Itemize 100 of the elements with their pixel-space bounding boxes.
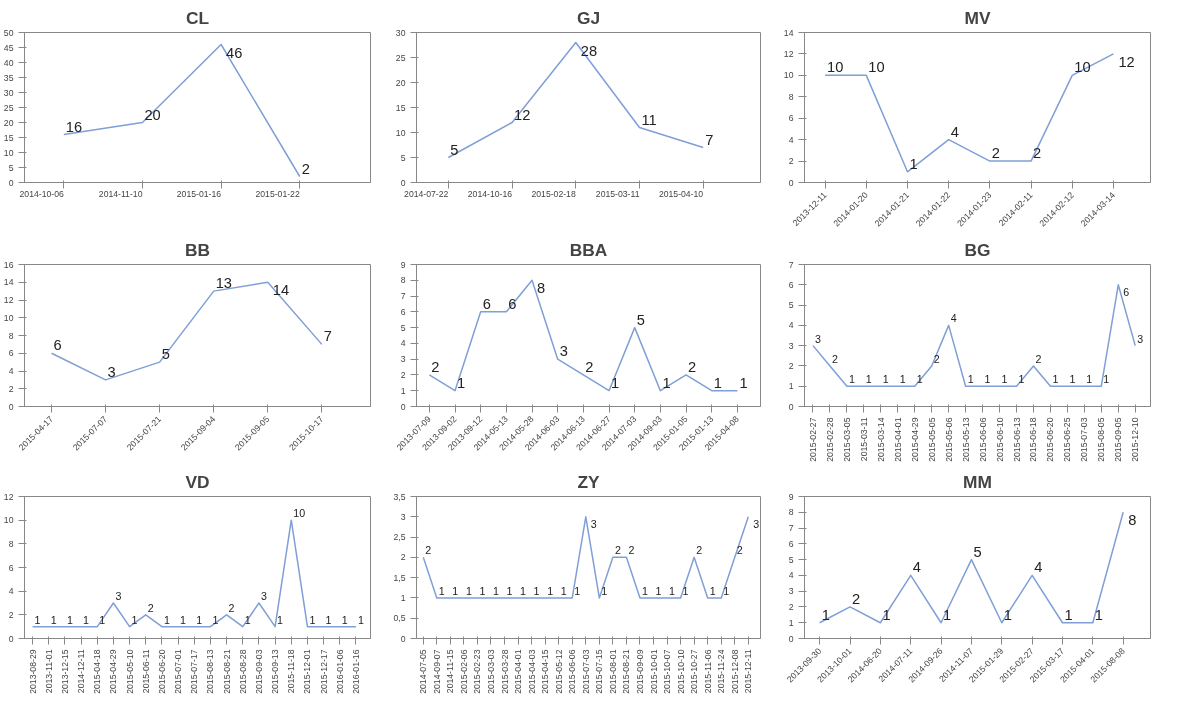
y-tick-label: 45 (3, 42, 14, 53)
x-tick-label: 2013-08-29 (27, 649, 38, 694)
x-tick-label: 2015-09-03 (253, 649, 264, 694)
x-tick-label: 2015-07-17 (189, 649, 200, 694)
chart-title: MV (964, 7, 991, 28)
data-label: 2 (614, 544, 621, 557)
data-label: 1 (984, 373, 991, 386)
y-tick-label: 2 (8, 609, 14, 620)
x-tick-label: 2015-06-13 (1011, 417, 1022, 462)
data-label: 1 (452, 584, 459, 597)
y-tick-label: 5 (400, 322, 406, 333)
data-label: 1 (244, 613, 251, 626)
x-tick-label: 2016-01-16 (350, 649, 361, 694)
data-label: 10 (827, 59, 844, 76)
x-tick-label: 2015-06-10 (994, 417, 1005, 462)
y-tick-label: 4 (788, 570, 794, 581)
y-tick-label: 2 (8, 383, 14, 394)
data-label: 1 (196, 613, 203, 626)
data-label: 1 (1052, 373, 1059, 386)
x-tick-label: 2014-12-11 (76, 649, 87, 694)
data-label: 3 (260, 590, 267, 602)
data-label: 1 (533, 584, 540, 597)
data-label: 1 (1069, 373, 1076, 386)
data-label: 1 (662, 374, 671, 391)
x-tick-label: 2015-06-20 (1045, 417, 1056, 462)
data-label: 28 (580, 42, 598, 59)
y-tick-label: 0 (400, 633, 406, 644)
y-tick-label: 0,5 (393, 613, 406, 624)
data-label: 3 (559, 343, 568, 360)
data-label: 1 (723, 584, 730, 597)
data-label: 1 (1094, 606, 1103, 623)
y-tick-label: 0 (788, 401, 794, 412)
x-tick-label: 2015-06-20 (156, 649, 167, 694)
x-tick-label: 2015-10-10 (675, 649, 686, 694)
data-label: 1 (682, 584, 689, 597)
data-label: 10 (293, 507, 306, 520)
x-tick-label: 2015-05-05 (926, 417, 937, 462)
data-label: 3 (753, 517, 760, 530)
y-tick-label: 6 (400, 306, 406, 317)
data-label: 1 (916, 373, 923, 386)
chart-title: BG (964, 239, 991, 260)
data-label: 1 (641, 584, 648, 597)
x-tick-label: 2015-06-11 (140, 649, 151, 694)
x-tick-label: 2015-03-05 (841, 417, 852, 462)
data-label: 1 (1064, 606, 1073, 623)
data-label: 1 (547, 584, 554, 597)
data-label: 2 (991, 145, 1001, 162)
data-label: 1 (909, 155, 918, 172)
x-tick-label: 2015-10-07 (662, 649, 673, 694)
x-tick-label: 2015-05-12 (553, 649, 564, 694)
x-tick-label: 2015-12-10 (1130, 417, 1141, 462)
y-tick-label: 20 (395, 77, 406, 88)
chart-title: GJ (576, 7, 601, 28)
x-tick-label: 2013-11-01 (43, 649, 54, 694)
y-tick-label: 0 (400, 177, 406, 188)
x-tick-label: 2015-04-18 (92, 649, 103, 694)
x-tick-label: 2015-03-28 (499, 649, 510, 694)
y-tick-label: 2 (400, 369, 406, 380)
data-label: 1 (899, 373, 906, 386)
data-label: 10 (868, 59, 885, 76)
data-label: 2 (688, 358, 697, 375)
x-tick-label: 2015-03-11 (595, 188, 640, 199)
y-tick-label: 1 (400, 592, 406, 603)
data-label: 1 (492, 584, 499, 597)
y-tick-label: 16 (3, 259, 14, 270)
y-tick-label: 14 (3, 277, 14, 288)
data-label: 10 (1074, 59, 1091, 76)
data-label: 3 (1137, 332, 1144, 345)
y-tick-label: 8 (788, 507, 794, 518)
y-tick-label: 0 (788, 177, 794, 188)
x-tick-label: 2015-07-03 (580, 649, 591, 694)
chart-title: ZY (577, 471, 601, 492)
x-tick-label: 2015-12-11 (743, 649, 754, 694)
x-tick-label: 2014-11-10 (98, 188, 143, 199)
x-tick-label: 2014-11-15 (445, 649, 456, 694)
y-tick-label: 10 (3, 312, 14, 323)
y-tick-label: 5 (400, 152, 406, 163)
y-tick-label: 6 (788, 538, 794, 549)
x-tick-label: 2015-04-15 (540, 649, 551, 694)
y-tick-label: 10 (783, 70, 794, 81)
y-tick-label: 25 (395, 52, 406, 63)
x-tick-label: 2015-08-21 (221, 649, 232, 694)
data-label: 14 (272, 282, 290, 299)
x-tick-label: 2015-12-17 (318, 649, 329, 694)
x-tick-label: 2015-06-06 (567, 649, 578, 694)
data-label: 2 (831, 352, 838, 365)
y-tick-label: 3,5 (393, 491, 406, 502)
data-label: 1 (457, 374, 466, 391)
x-tick-label: 2014-10-16 (467, 188, 513, 199)
data-label: 1 (943, 606, 952, 623)
data-label: 2 (425, 544, 432, 557)
data-label: 7 (323, 328, 332, 345)
y-tick-label: 5 (8, 162, 14, 173)
data-label: 1 (341, 613, 348, 626)
y-tick-label: 10 (3, 515, 14, 526)
x-tick-label: 2015-10-27 (689, 649, 700, 694)
data-label: 2 (585, 358, 594, 375)
y-tick-label: 0 (8, 401, 14, 412)
x-tick-label: 2015-03-11 (858, 417, 869, 462)
data-label: 2 (1033, 145, 1042, 162)
